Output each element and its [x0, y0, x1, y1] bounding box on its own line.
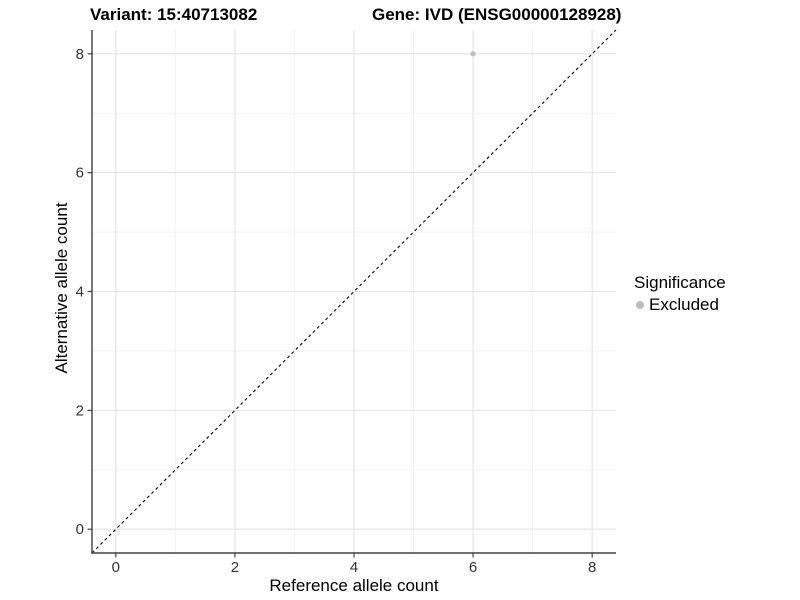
y-tick-label: 6: [76, 165, 84, 182]
legend-item-label: Excluded: [649, 295, 719, 314]
legend: Significance Excluded: [634, 273, 726, 315]
y-tick-label: 2: [76, 402, 84, 419]
x-tick-label: 2: [231, 559, 239, 576]
x-tick-label: 4: [350, 559, 358, 576]
legend-title: Significance: [634, 273, 726, 292]
x-axis-label: Reference allele count: [269, 576, 439, 595]
y-axis-label: Alternative allele count: [52, 202, 71, 374]
variant-title: Variant: 15:40713082: [90, 5, 258, 24]
legend-item-excluded: Excluded: [634, 295, 726, 315]
data-point: [470, 51, 476, 57]
gene-title: Gene: IVD (ENSG00000128928): [372, 5, 622, 24]
y-tick-label: 8: [76, 46, 84, 63]
y-tick-label: 4: [76, 284, 84, 301]
x-tick-label: 0: [112, 559, 120, 576]
x-tick-label: 8: [588, 559, 596, 576]
excluded-point-icon: [636, 301, 644, 309]
y-tick-label: 0: [76, 521, 84, 538]
x-tick-label: 6: [469, 559, 477, 576]
